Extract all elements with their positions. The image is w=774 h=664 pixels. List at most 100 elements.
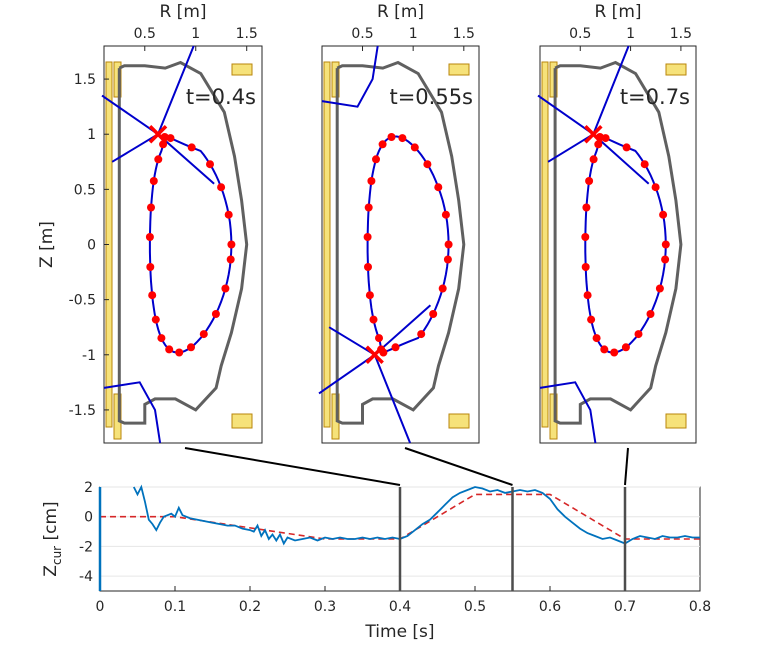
x-tick-label: 1	[191, 26, 200, 42]
control-point	[206, 160, 214, 169]
x-tick-label: 0.8	[689, 599, 711, 615]
connector-line-3	[624, 447, 629, 486]
control-point	[429, 310, 438, 318]
control-point	[634, 330, 643, 339]
vessel-wall	[117, 60, 249, 425]
control-point	[221, 284, 230, 293]
x-axis-label: R [m]	[594, 2, 641, 22]
control-point	[589, 155, 598, 164]
coil-group	[323, 61, 470, 440]
control-point	[592, 334, 601, 343]
measured-line	[132, 484, 700, 546]
control-point	[367, 177, 376, 185]
coil-outer-lower	[231, 413, 253, 429]
central-solenoid	[541, 61, 549, 428]
coil-upper-1	[549, 61, 558, 98]
control-point	[621, 343, 630, 352]
equilibrium-panel-1: t=0.4s 0.5 1 1.5 R [m] 1.5 1 0.5 0 -0.5 -1 -1.5 Z [m…	[37, 2, 263, 444]
control-point	[581, 233, 590, 241]
y-tick-label: 1	[87, 127, 96, 143]
coil-outer-upper	[665, 63, 687, 76]
panel-time-label: t=0.4s	[186, 85, 256, 109]
control-point	[149, 177, 158, 185]
control-point	[640, 160, 649, 169]
control-point	[151, 315, 160, 324]
x-tick-label: 0.5	[569, 26, 591, 42]
separatrix	[584, 135, 667, 354]
plot-frame	[103, 45, 263, 444]
y-axis-label: Z [m]	[37, 221, 57, 268]
control-point	[372, 155, 380, 164]
separatrix	[148, 135, 233, 354]
x-tick-label: 1	[626, 26, 635, 42]
separatrix	[366, 135, 450, 354]
control-point	[147, 203, 155, 212]
control-point	[154, 155, 163, 164]
coil-outer-lower	[448, 413, 470, 429]
x-tick-label: 1.5	[236, 26, 258, 42]
x-tick-label: 0.2	[239, 599, 261, 615]
x-axis-label: Time [s]	[364, 622, 434, 642]
control-point	[187, 143, 196, 152]
control-point	[587, 315, 596, 324]
control-point	[391, 343, 400, 352]
x-tick-label: 1.5	[670, 26, 692, 42]
control-point	[211, 310, 220, 318]
connector-lines	[184, 447, 629, 486]
control-point	[585, 177, 594, 185]
x-point-marker	[584, 124, 603, 144]
control-point	[423, 160, 432, 169]
stray-flux-line	[539, 381, 597, 444]
y-axis-label: Zcur [cm]	[41, 501, 64, 576]
control-point	[600, 345, 609, 354]
y-tick-label: 1.5	[74, 72, 96, 88]
x-tick-label: 0.5	[134, 26, 156, 42]
stray-flux-line	[103, 381, 162, 444]
control-point	[659, 210, 668, 219]
coil-lower-1	[113, 393, 122, 440]
x-axis-label: R [m]	[377, 2, 424, 22]
top-panels: t=0.4s 0.5 1 1.5 R [m] 1.5 1 0.5 0 -0.5 -1 -1.5 Z [m…	[37, 2, 697, 444]
equilibrium-panel-3: t=0.7s 0.5 1 1.5 R [m]	[537, 2, 697, 444]
plot-frame	[539, 45, 697, 444]
x-point-marker	[365, 345, 384, 365]
control-point	[438, 284, 447, 293]
control-point	[581, 263, 590, 271]
panel-time-label: t=0.7s	[620, 85, 690, 109]
x-axis-label: R [m]	[159, 2, 206, 22]
x-tick-label: 0.3	[314, 599, 336, 615]
stray-flux-line	[321, 45, 379, 108]
control-point	[364, 203, 373, 212]
vessel-wall	[335, 60, 466, 425]
coil-outer-upper	[231, 63, 253, 76]
y-tick-label: -4	[79, 569, 93, 585]
control-point	[365, 291, 374, 300]
control-point	[187, 343, 195, 352]
control-point	[655, 284, 664, 293]
connector-line-1	[184, 447, 401, 486]
y-tick-label: 0.5	[74, 182, 96, 198]
control-point	[441, 210, 450, 219]
control-point	[610, 348, 619, 357]
x-tick-label: 0.7	[614, 599, 636, 615]
y-tick-label: -1.5	[69, 403, 96, 419]
control-point	[443, 255, 452, 264]
control-point	[651, 183, 660, 192]
control-point	[199, 330, 208, 339]
control-point	[661, 255, 670, 264]
x-tick-label: 1	[409, 26, 418, 42]
connector-line-2	[404, 447, 513, 486]
x-tick-label: 0.1	[164, 599, 186, 615]
control-point	[622, 143, 631, 152]
coil-upper-1	[331, 61, 340, 98]
y-tick-label: 0	[87, 238, 96, 254]
plot-frame	[321, 45, 480, 444]
control-point	[148, 291, 157, 300]
coil-upper-1	[113, 61, 122, 98]
control-point	[410, 143, 419, 152]
control-point	[444, 240, 453, 249]
y-tick-label: 0	[84, 510, 93, 526]
coil-lower-1	[331, 393, 340, 440]
